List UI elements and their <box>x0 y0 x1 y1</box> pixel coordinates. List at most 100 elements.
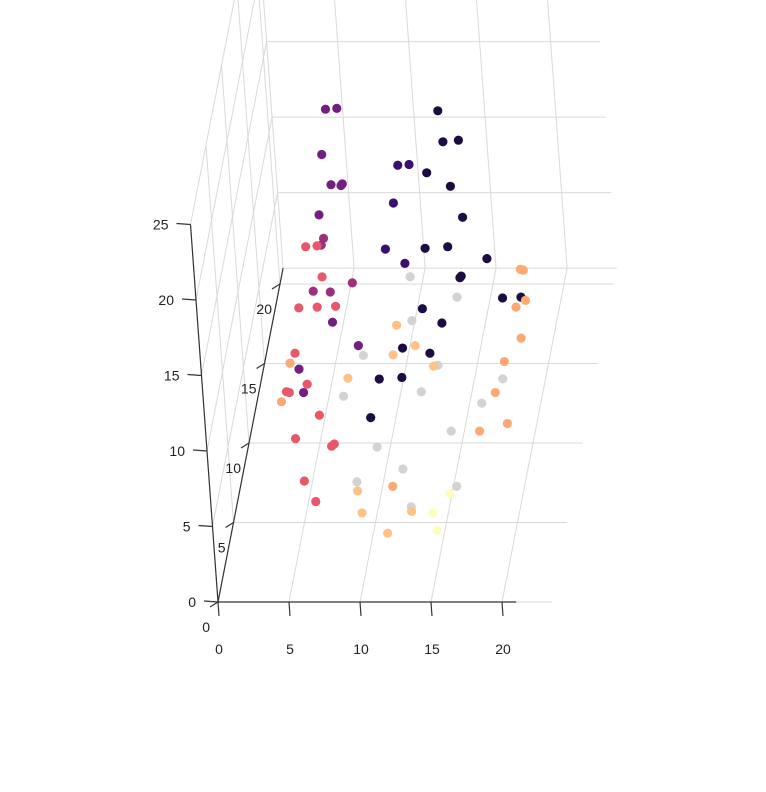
data-point <box>416 387 426 397</box>
grid-line <box>221 65 250 444</box>
data-point <box>325 287 335 297</box>
data-point <box>338 391 349 401</box>
data-point <box>352 486 363 496</box>
x-tick-label: 0 <box>215 641 223 657</box>
data-point <box>343 373 353 383</box>
plot-grid <box>190 0 617 603</box>
data-point <box>393 160 403 170</box>
data-point <box>428 508 438 518</box>
z-tick-label: 0 <box>202 619 210 635</box>
data-point <box>455 273 465 283</box>
z-tick-mark <box>209 601 219 608</box>
x-tick-mark <box>501 601 504 617</box>
z-axis-ticks: 0 5 10 15 20 <box>202 301 272 635</box>
x-tick-label: 10 <box>353 641 369 657</box>
z-tick-mark <box>225 521 234 529</box>
data-point <box>331 301 341 311</box>
x-tick-label: 15 <box>424 641 440 657</box>
y-tick-label: 20 <box>158 292 174 308</box>
x-tick-mark <box>217 601 220 617</box>
data-point <box>429 361 439 371</box>
data-point <box>397 343 408 353</box>
grid-line <box>547 0 568 269</box>
data-point <box>302 379 312 389</box>
grid-line <box>476 0 497 269</box>
x-axis-ticks: 0 5 10 15 20 <box>215 641 511 657</box>
data-point <box>326 180 336 190</box>
data-point <box>372 442 382 452</box>
z-tick-mark <box>271 283 281 290</box>
y-tick-mark <box>181 298 197 301</box>
data-point <box>437 318 447 328</box>
data-point <box>432 525 442 535</box>
x-tick-label: 5 <box>286 641 294 657</box>
data-point <box>477 398 487 408</box>
data-point <box>353 341 363 351</box>
data-point <box>314 410 324 420</box>
data-point <box>329 439 339 449</box>
data-point <box>312 241 322 251</box>
x-tick-mark <box>430 601 433 617</box>
data-point <box>284 387 294 398</box>
grid-line <box>258 0 281 285</box>
data-point <box>285 358 295 368</box>
data-point <box>298 387 309 398</box>
data-point <box>317 272 327 282</box>
data-point <box>299 476 309 486</box>
data-point <box>320 104 331 114</box>
data-point <box>502 418 513 429</box>
data-point <box>308 286 318 296</box>
data-point <box>290 434 301 444</box>
x-tick-label: 20 <box>495 641 511 657</box>
data-point <box>407 316 417 326</box>
y-tick-mark <box>176 222 191 226</box>
data-point <box>400 258 410 268</box>
data-point <box>392 320 402 330</box>
data-point <box>420 243 430 253</box>
z-axis-line <box>217 267 284 603</box>
data-point <box>388 198 398 208</box>
data-points <box>276 103 531 538</box>
data-point <box>499 356 509 367</box>
x-tick-mark <box>359 601 362 617</box>
data-point <box>516 333 526 343</box>
z-tick-label: 10 <box>225 460 241 476</box>
y-axis-ticks: 0 5 10 15 20 25 <box>153 217 196 611</box>
grid-line <box>212 192 279 527</box>
data-point <box>520 295 531 305</box>
data-point <box>347 278 357 288</box>
data-point <box>327 317 338 327</box>
data-point <box>311 496 321 507</box>
data-point <box>290 348 300 358</box>
y-tick-mark <box>192 449 208 452</box>
data-point <box>404 159 414 170</box>
data-point <box>433 106 443 116</box>
data-point <box>357 508 367 518</box>
data-point <box>374 374 384 384</box>
data-point <box>422 168 432 178</box>
grid-line <box>263 0 284 269</box>
data-point <box>336 180 346 191</box>
grid-line <box>288 268 355 603</box>
z-tick-label: 15 <box>241 381 257 397</box>
data-point <box>445 489 455 499</box>
y-axis-line <box>189 224 219 603</box>
data-point <box>498 374 508 384</box>
data-point <box>317 149 327 160</box>
data-point <box>358 350 368 361</box>
plot-axes <box>176 222 517 617</box>
data-point <box>518 265 528 275</box>
y-tick-label: 10 <box>169 443 185 459</box>
data-point <box>383 528 393 538</box>
data-point <box>482 254 492 264</box>
data-point <box>438 137 448 147</box>
data-point <box>475 426 485 436</box>
y-tick-mark <box>198 524 213 528</box>
data-point <box>490 387 500 398</box>
grid-line <box>430 268 497 603</box>
grid-line <box>206 117 273 452</box>
data-point <box>497 293 508 303</box>
data-point <box>445 181 455 191</box>
data-point <box>458 212 468 222</box>
